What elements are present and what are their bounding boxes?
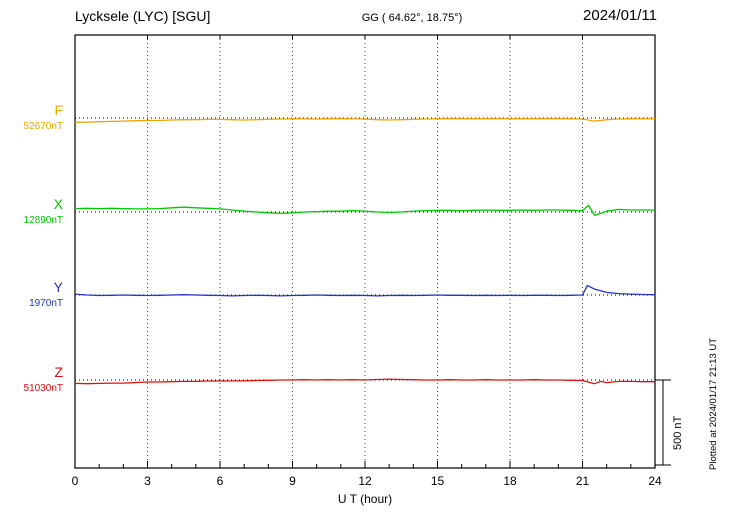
plot-timestamp: Plotted at 2024/01/17 21:13 UT	[708, 338, 719, 470]
series-label-X: X 12890nT	[23, 196, 63, 227]
x-tick-label-24: 24	[648, 474, 662, 488]
scale-bar-label: 500 nT	[672, 415, 684, 450]
series-letter-F: F	[54, 102, 63, 118]
x-tick-label-18: 18	[503, 474, 517, 488]
chart-dynamic-layer: 0 3 6 9 12 15 18 21 24	[72, 35, 671, 488]
x-tick-label-9: 9	[289, 474, 296, 488]
series-letter-Z: Z	[54, 364, 63, 380]
x-tick-label-0: 0	[72, 474, 79, 488]
series-baseline-X: 12890nT	[23, 215, 63, 226]
x-tick-label-21: 21	[576, 474, 590, 488]
trace-Z	[74, 378, 655, 385]
station-title: Lycksele (LYC) [SGU]	[75, 8, 211, 24]
trace-Y	[74, 284, 656, 297]
series-baseline-Y: 1970nT	[29, 298, 63, 309]
geo-coordinates: GG ( 64.62°, 18.75°)	[361, 12, 463, 24]
trace-X	[74, 204, 655, 217]
series-label-F: F 52670nT	[23, 102, 63, 133]
series-letter-Y: Y	[53, 279, 63, 295]
series-baseline-Z: 51030nT	[23, 383, 63, 394]
x-tick-label-3: 3	[144, 474, 151, 488]
trace-F	[74, 118, 655, 123]
series-letter-X: X	[53, 196, 63, 212]
series-label-Z: Z 51030nT	[23, 364, 63, 395]
x-tick-label-12: 12	[358, 474, 372, 488]
series-label-Y: Y 1970nT	[29, 279, 63, 310]
x-axis-title: U T (hour)	[337, 492, 393, 506]
series-baseline-F: 52670nT	[23, 121, 63, 132]
x-tick-label-15: 15	[431, 474, 445, 488]
x-tick-label-6: 6	[217, 474, 224, 488]
date-label: 2024/01/11	[583, 7, 657, 24]
